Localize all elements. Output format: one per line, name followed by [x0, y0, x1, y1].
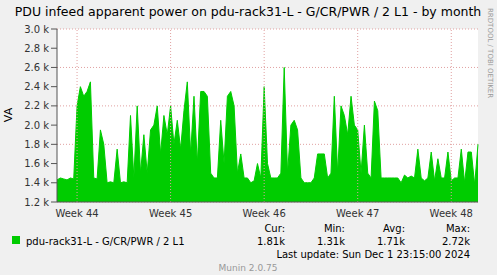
svg-text:2.0 k: 2.0 k — [24, 120, 49, 131]
svg-text:RRDTOOL / TOBI OETIKER: RRDTOOL / TOBI OETIKER — [486, 8, 489, 98]
svg-text:Week 45: Week 45 — [149, 208, 192, 218]
svg-text:Last update: Sun Dec 1 23:15:: Last update: Sun Dec 1 23:15:00 2024 — [276, 249, 470, 260]
svg-text:1.31k: 1.31k — [317, 236, 345, 247]
svg-text:2.8 k: 2.8 k — [24, 43, 49, 54]
svg-text:2.6 k: 2.6 k — [24, 62, 49, 73]
svg-text:1.81k: 1.81k — [257, 236, 285, 247]
svg-text:2.2 k: 2.2 k — [24, 100, 49, 111]
svg-text:Week 48: Week 48 — [430, 208, 473, 218]
svg-text:Week 44: Week 44 — [55, 208, 98, 218]
svg-text:Avg:: Avg: — [383, 223, 405, 234]
svg-text:Min:: Min: — [324, 223, 345, 234]
svg-text:1.71k: 1.71k — [377, 236, 405, 247]
svg-text:1.4 k: 1.4 k — [24, 177, 49, 188]
svg-text:Munin 2.0.75: Munin 2.0.75 — [219, 263, 278, 273]
svg-text:2.72k: 2.72k — [442, 236, 470, 247]
svg-text:pdu-rack31-L - G/CR/PWR / 2 L1: pdu-rack31-L - G/CR/PWR / 2 L1 — [26, 236, 185, 247]
svg-text:3.0 k: 3.0 k — [24, 24, 49, 35]
svg-text:2.4 k: 2.4 k — [24, 81, 49, 92]
svg-text:Week 46: Week 46 — [243, 208, 286, 218]
svg-text:Max:: Max: — [446, 223, 470, 234]
svg-text:1.6 k: 1.6 k — [24, 158, 49, 169]
svg-text:1.8 k: 1.8 k — [24, 139, 49, 150]
svg-text:PDU infeed apparent power on p: PDU infeed apparent power on pdu-rack31-… — [15, 4, 482, 19]
svg-text:1.2 k: 1.2 k — [24, 197, 49, 208]
svg-text:VA: VA — [8, 107, 15, 122]
svg-text:Week 47: Week 47 — [336, 208, 379, 218]
svg-text:Cur:: Cur: — [264, 223, 285, 234]
